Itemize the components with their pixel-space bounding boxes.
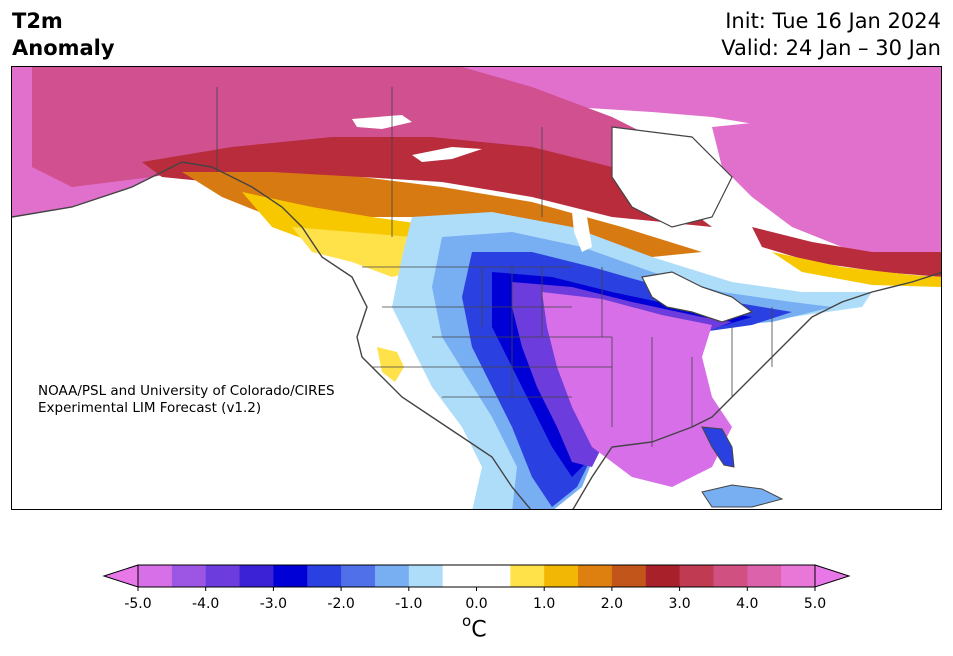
colorbar-segment [781,565,816,587]
colorbar-segment [273,565,308,587]
colorbar-segment [611,565,647,587]
colorbar-segment [645,565,681,587]
valid-range: Valid: 24 Jan – 30 Jan [721,36,941,60]
colorbar-unit: oC [462,612,487,643]
colorbar-under-arrow [102,564,139,588]
hudson-bay [611,126,733,228]
credit-model: Experimental LIM Forecast (v1.2) [38,400,262,416]
colorbar-segment [442,565,511,587]
colorbar-tick-label: 3.0 [668,596,691,612]
colorbar-segment [578,565,613,587]
colorbar-segment [679,565,714,587]
colorbar-over-arrow [814,564,851,588]
great-bear-lake [352,115,412,129]
state-borders [216,87,773,447]
anomaly-map [11,66,942,510]
cold-anomaly-core [542,292,732,487]
colorbar-tick-label: 1.0 [533,596,556,612]
colorbar-segment [544,565,579,587]
colorbar-segments [138,565,816,587]
coastline [12,161,941,509]
warm-anomaly-east-yellow [772,252,941,287]
map-canvas [12,67,941,509]
colorbar-tick-label: 2.0 [600,596,624,612]
colorbar-tick-label: -4.0 [192,596,220,612]
map-title: T2m Anomaly [12,8,115,62]
colorbar-tick-label: 4.0 [736,596,759,612]
colorbar-segment [205,565,241,587]
colorbar-segment [747,565,782,587]
lake-winnipeg [572,212,592,252]
colorbar-segment [713,565,748,587]
colorbar-segment [341,565,376,587]
colorbar-tick-label: -1.0 [395,596,423,612]
colorbar-segment [408,565,444,587]
colorbar-segment [510,565,545,587]
colorbar-tick-label: 5.0 [803,596,827,612]
warm-anomaly-east [712,117,941,257]
cuba [701,484,784,508]
colorbar-tick-label: 0.0 [465,596,488,612]
credit-organization: NOAA/PSL and University of Colorado/CIRE… [38,383,335,399]
data-credit: NOAA/PSL and University of Colorado/CIRE… [38,383,335,417]
great-lakes [641,271,754,323]
warm-anomaly-southwest [377,347,404,382]
unit-celsius: C [471,617,487,643]
title-quantity: Anomaly [12,36,115,60]
init-date: Init: Tue 16 Jan 2024 [725,9,941,33]
forecast-dates: Init: Tue 16 Jan 2024 Valid: 24 Jan – 30… [721,8,941,62]
colorbar-segment [138,565,173,587]
colorbar [102,564,851,591]
colorbar-segment [171,565,207,587]
warm-anomaly-red [142,137,712,227]
colorbar-segment [239,565,274,587]
colorbar-segment [374,565,410,587]
colorbar-tick-label: -5.0 [124,596,152,612]
warm-anomaly-east-red [752,227,941,277]
great-slave-lake [412,147,482,162]
title-variable: T2m [12,9,63,33]
colorbar-ticks [137,587,816,591]
colorbar-segment [307,565,342,587]
florida [701,426,735,468]
unit-degree-mark: o [462,612,472,630]
colorbar-tick-label: -3.0 [259,596,288,612]
colorbar-tick-label: -2.0 [327,596,355,612]
